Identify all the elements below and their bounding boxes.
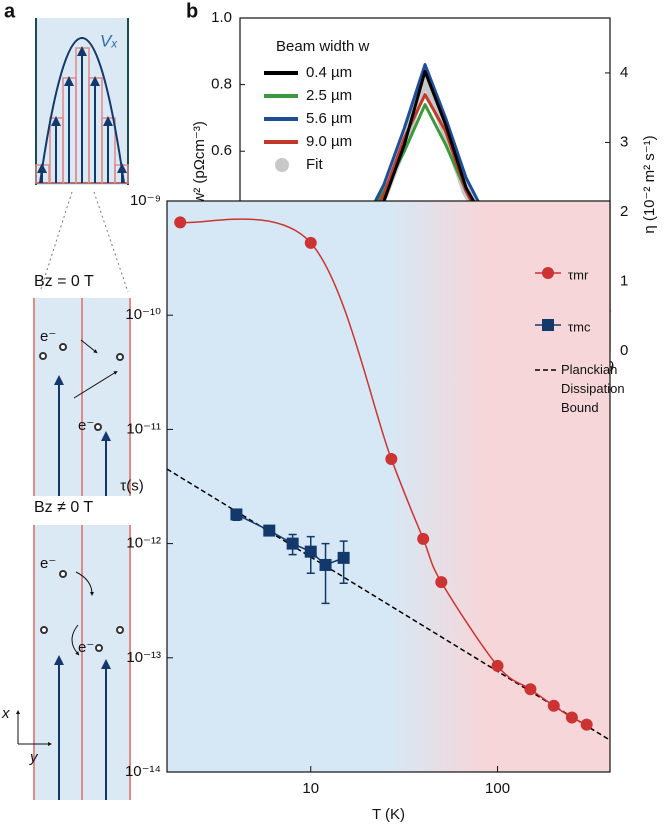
data-point bbox=[337, 551, 350, 564]
y-tick-label: 0.6 bbox=[211, 142, 232, 159]
y2-tick-label: 0 bbox=[620, 342, 628, 359]
data-point bbox=[491, 659, 504, 672]
legend-label: 5.6 µm bbox=[306, 110, 352, 127]
channel-top: Vₓ bbox=[35, 18, 129, 293]
data-point bbox=[286, 537, 299, 550]
legend-label: τmc bbox=[568, 319, 591, 334]
panel-label: b bbox=[186, 0, 198, 22]
x-axis-label: T (K) bbox=[372, 806, 405, 823]
y2-tick-label: 3 bbox=[620, 133, 628, 150]
x-tick-label: 100 bbox=[485, 780, 510, 797]
y2-tick-label: 1 bbox=[620, 272, 628, 289]
legend-label: 9.0 µm bbox=[306, 133, 352, 150]
data-point bbox=[524, 683, 537, 696]
legend-label: 2.5 µm bbox=[306, 87, 352, 104]
x-tick-label: 10 bbox=[302, 780, 319, 797]
legend-label: τmr bbox=[568, 267, 589, 282]
y2-tick-label: 4 bbox=[620, 64, 628, 81]
data-point bbox=[565, 711, 578, 724]
velocity-label: Vₓ bbox=[100, 31, 118, 50]
data-point bbox=[319, 558, 332, 571]
y-tick-label: 10⁻¹² bbox=[126, 535, 161, 552]
y-tick-label: 1.0 bbox=[211, 9, 232, 26]
y-tick-label: 10⁻¹⁰ bbox=[125, 306, 161, 323]
y-tick-label: 0.8 bbox=[211, 76, 232, 93]
data-point bbox=[230, 508, 243, 521]
data-point bbox=[304, 236, 317, 249]
plot-frame bbox=[166, 200, 611, 773]
y-tick-label: 10⁻⁹ bbox=[130, 192, 161, 209]
y-tick-label: 10⁻¹⁴ bbox=[125, 763, 161, 780]
plot-background bbox=[167, 201, 610, 772]
error-bar bbox=[321, 542, 330, 605]
legend-marker bbox=[275, 158, 289, 172]
y-tick-label: 10⁻¹³ bbox=[126, 649, 161, 666]
electron-label: e⁻ bbox=[78, 639, 94, 656]
data-point bbox=[174, 216, 187, 229]
electron-label: e⁻ bbox=[40, 328, 56, 345]
legend-title: Beam width w bbox=[276, 38, 370, 55]
electron-label: e⁻ bbox=[78, 417, 94, 434]
data-line bbox=[166, 468, 611, 741]
y2-axis-label: η (10⁻² m² s⁻¹) bbox=[641, 135, 658, 233]
y-axis-label: τ(s) bbox=[120, 477, 143, 494]
data-point bbox=[304, 545, 317, 558]
data-point bbox=[385, 453, 398, 466]
y-tick-label: 10⁻¹¹ bbox=[126, 420, 161, 437]
electron-label: e⁻ bbox=[40, 555, 56, 572]
axis-icon-label: x bbox=[1, 705, 10, 722]
data-point bbox=[263, 524, 276, 537]
field-label: Bz = 0 T bbox=[34, 273, 94, 290]
panel-label: a bbox=[4, 0, 16, 22]
data-point bbox=[547, 699, 560, 712]
channel-bottom: Bz ≠ 0 T e⁻ e⁻ bbox=[33, 499, 131, 800]
channel-middle: Bz = 0 T e⁻ e⁻ bbox=[33, 273, 131, 496]
axes-icon: x y bbox=[1, 705, 52, 766]
field-label: Bz ≠ 0 T bbox=[34, 499, 93, 516]
legend-label: Fit bbox=[306, 156, 323, 173]
data-point bbox=[580, 718, 593, 731]
y2-tick-label: 2 bbox=[620, 203, 628, 220]
data-point bbox=[435, 576, 448, 589]
axis-icon-label: y bbox=[29, 749, 39, 766]
legend-label: 0.4 µm bbox=[306, 64, 352, 81]
legend-label: Planckian Dissipation Bound bbox=[561, 362, 625, 415]
data-point bbox=[417, 532, 430, 545]
